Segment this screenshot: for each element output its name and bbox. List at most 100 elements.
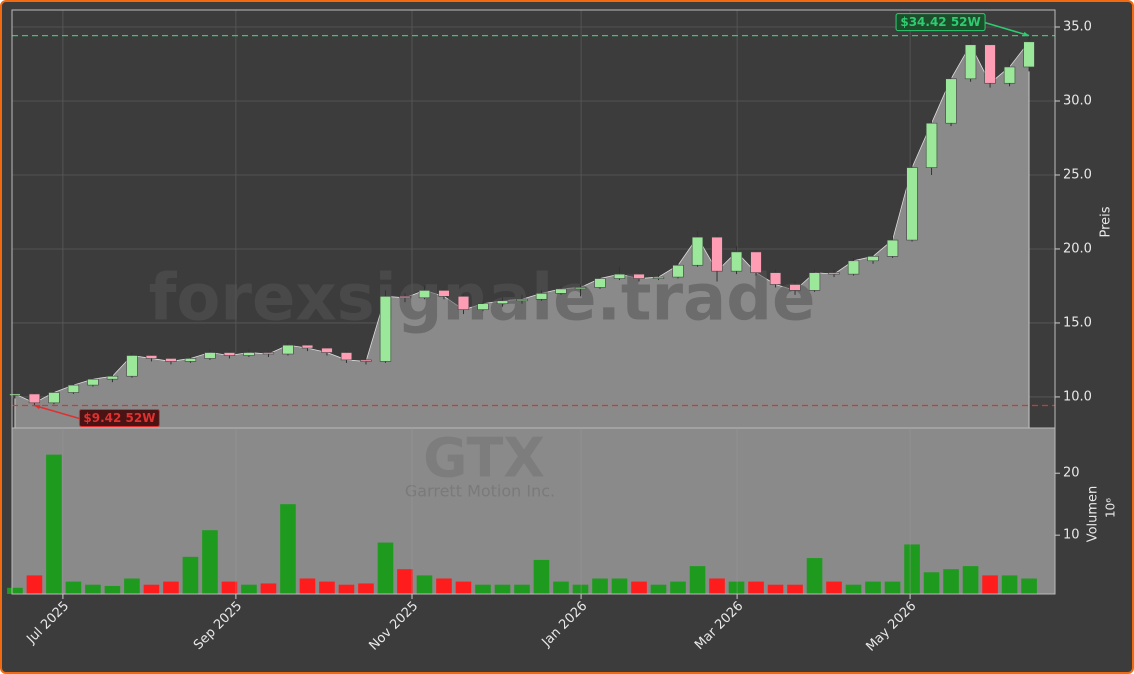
volume-bar xyxy=(962,566,979,594)
x-tick-label: May 2026 xyxy=(863,599,919,655)
candle-body xyxy=(828,272,840,275)
candle-body xyxy=(438,290,450,297)
volume-bar xyxy=(26,575,43,594)
candle-body xyxy=(555,288,567,294)
volume-bar xyxy=(494,584,511,594)
volume-bar xyxy=(7,587,23,594)
volume-bar xyxy=(241,584,257,594)
candle-body xyxy=(964,44,977,80)
volume-bar xyxy=(514,584,530,594)
candle-body xyxy=(730,251,743,272)
volume-bar xyxy=(767,584,784,594)
y-tick-label: 20.0 xyxy=(1063,241,1092,256)
candle-body xyxy=(672,264,684,278)
volume-bar xyxy=(436,578,452,594)
y-tick-label: 35.0 xyxy=(1063,20,1092,35)
candle-body xyxy=(691,236,704,266)
candle-body xyxy=(808,272,821,291)
price-axis-label: Preis xyxy=(1099,206,1114,237)
candle-layer xyxy=(9,35,1035,406)
volume-bar xyxy=(533,559,550,594)
candle-body xyxy=(223,352,236,356)
volume-bar xyxy=(143,584,160,594)
watermarks: forexsignale.trade GTX Garrett Motion In… xyxy=(149,262,816,501)
volume-bar xyxy=(982,575,998,594)
candle-body xyxy=(28,393,41,404)
volume-unit: 10⁶ xyxy=(1104,498,1118,518)
candle-body xyxy=(535,293,548,300)
candle-body xyxy=(906,167,918,241)
volume-bar xyxy=(358,583,374,594)
candle-body xyxy=(67,384,80,393)
volume-bar xyxy=(728,581,745,594)
arrow-head xyxy=(1023,31,1030,37)
annotation-layer: $34.42 52W $9.42 52W xyxy=(12,13,1055,428)
candle-body xyxy=(886,239,899,257)
candle-body xyxy=(613,273,626,279)
x-tick-label: Jan 2026 xyxy=(539,599,591,651)
volume-bar xyxy=(319,581,335,594)
candle-body xyxy=(184,358,197,362)
candle-body xyxy=(1003,66,1016,84)
volume-bar xyxy=(826,581,842,594)
candle-body xyxy=(340,352,353,361)
volume-bar xyxy=(46,454,62,594)
volume-bar xyxy=(280,504,296,594)
candle-body xyxy=(945,78,957,124)
candle-body xyxy=(204,352,216,359)
volume-bar xyxy=(163,581,179,594)
volume-bar xyxy=(65,581,82,594)
candle-body xyxy=(9,393,21,396)
volume-bar xyxy=(221,581,238,594)
volume-bar xyxy=(553,581,569,594)
volume-bar xyxy=(865,581,881,594)
volume-bar xyxy=(377,542,394,594)
candle-body xyxy=(282,344,294,355)
volume-bar xyxy=(943,569,959,594)
annotation-label: $9.42 52W xyxy=(83,411,155,425)
y2-tick-label: 20 xyxy=(1063,466,1080,481)
annotation-label: $34.42 52W xyxy=(900,15,980,29)
candle-body xyxy=(243,352,255,356)
candle-body xyxy=(87,378,99,386)
watermark-company: Garrett Motion Inc. xyxy=(405,482,555,501)
volume-bar xyxy=(904,544,920,594)
volume-bar xyxy=(104,585,121,594)
candle-body xyxy=(984,44,996,84)
volume-bar xyxy=(592,578,608,594)
volume-bar xyxy=(670,581,686,594)
volume-bar xyxy=(85,584,101,594)
y-tick-label: 25.0 xyxy=(1063,167,1092,182)
annotation-box xyxy=(895,13,986,32)
candle-body xyxy=(789,284,801,291)
volume-bar xyxy=(1001,575,1018,594)
volume-bar xyxy=(631,581,647,594)
candle-body xyxy=(457,296,470,310)
volume-bar xyxy=(124,578,140,594)
candle-body xyxy=(516,298,528,302)
candle-body xyxy=(769,272,782,285)
volume-bar xyxy=(923,572,940,594)
candle-body xyxy=(379,296,392,362)
candle-body xyxy=(418,290,431,299)
volume-bar xyxy=(455,581,472,594)
candle-body xyxy=(633,273,645,279)
y-tick-label: 15.0 xyxy=(1063,315,1092,330)
candle-body xyxy=(360,359,372,362)
volume-bar xyxy=(338,584,355,594)
candle-body xyxy=(399,296,411,299)
candle-body xyxy=(750,251,762,273)
x-tick-label: Nov 2025 xyxy=(366,599,421,654)
candle-body xyxy=(477,303,489,310)
volume-bar xyxy=(884,581,901,594)
volume-bar xyxy=(650,584,667,594)
volume-bar xyxy=(1021,578,1037,594)
volume-bar xyxy=(611,578,628,594)
x-tick-label: Sep 2025 xyxy=(191,599,245,653)
candle-body xyxy=(496,300,509,305)
watermark-symbol: GTX xyxy=(423,427,545,490)
candle-body xyxy=(594,278,606,288)
candle-body xyxy=(145,355,158,359)
annotation-arrow xyxy=(34,404,80,420)
